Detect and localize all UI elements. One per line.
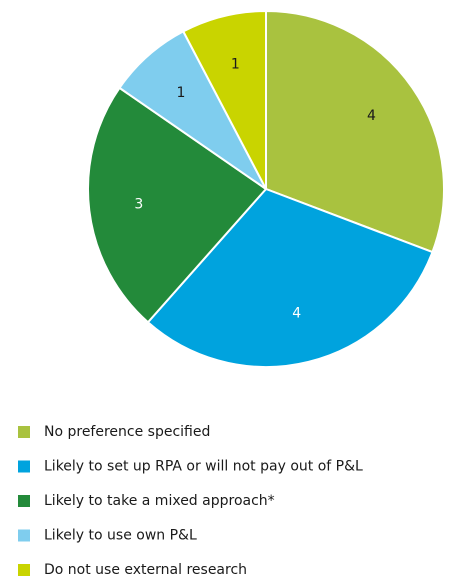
pie-slice xyxy=(265,9,445,254)
data-label: 4 xyxy=(292,305,301,321)
legend-label: Do not use external research xyxy=(44,562,247,578)
pie-slice xyxy=(146,187,434,368)
data-label: 1 xyxy=(231,57,240,73)
legend-label: Likely to take a mixed approach* xyxy=(44,493,275,509)
legend-swatch xyxy=(18,460,30,473)
data-label: 4 xyxy=(367,108,376,124)
legend-label: Likely to set up RPA or will not pay out… xyxy=(44,459,363,475)
legend-swatch xyxy=(18,495,30,507)
pie-slice xyxy=(87,86,268,324)
legend-swatch xyxy=(18,529,30,542)
data-label: 1 xyxy=(177,85,186,101)
legend-swatch xyxy=(18,426,30,438)
pie-slice xyxy=(181,9,267,190)
legend-label: No preference specified xyxy=(44,424,210,440)
legend-swatch xyxy=(18,564,30,576)
legend-label: Likely to use own P&L xyxy=(44,528,197,544)
data-label: 3 xyxy=(134,196,143,212)
